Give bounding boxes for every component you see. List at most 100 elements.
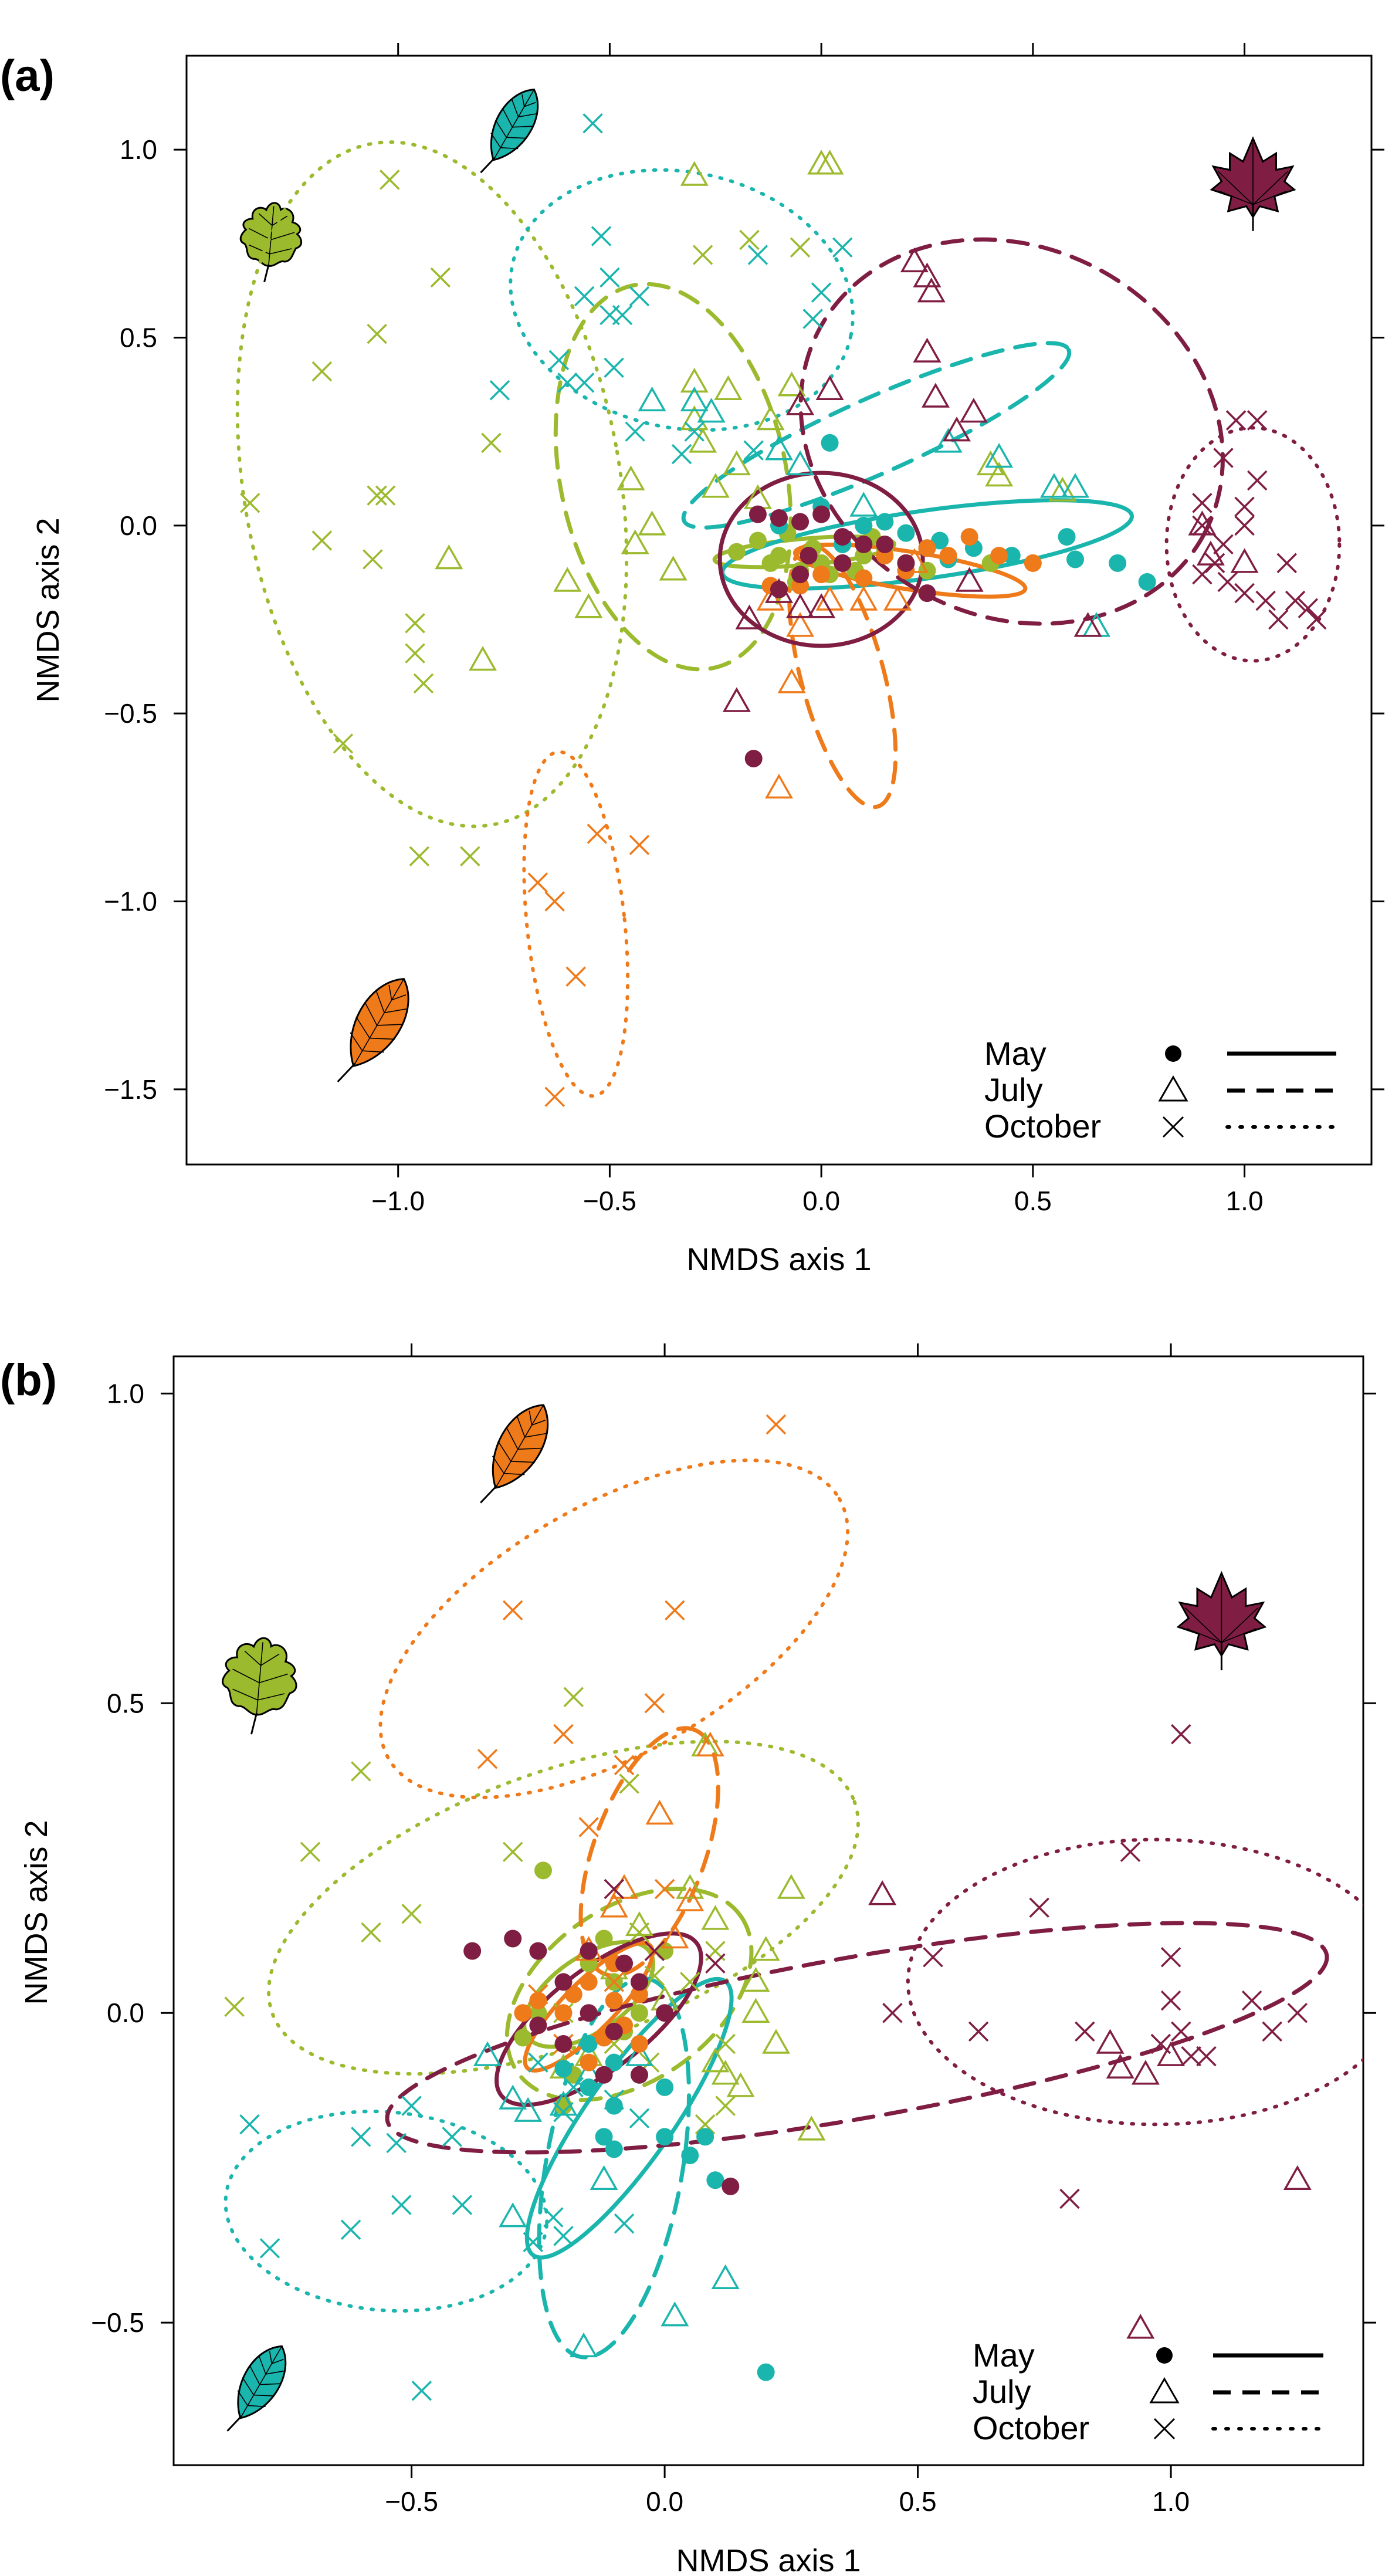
ellipse-beech_orange-dotted <box>522 750 630 1098</box>
panel-a-points <box>239 113 1327 1107</box>
x-tick-label: −0.5 <box>583 1186 636 1216</box>
point-maple-october <box>1298 598 1319 619</box>
point-oak-october <box>430 267 451 288</box>
point-beech_orange-july <box>756 585 785 611</box>
ellipse-beech_teal-dotted <box>223 2110 549 2313</box>
y-tick-label: −1.0 <box>104 886 157 917</box>
point-beech_orange-july <box>676 1886 705 1911</box>
point-maple-july <box>1283 2165 1312 2191</box>
point-beech_orange-october <box>502 1600 523 1621</box>
point-maple-may <box>722 2177 740 2195</box>
point-beech_teal-may <box>605 2053 623 2071</box>
point-maple-october <box>968 2021 989 2042</box>
point-beech_teal-october <box>401 2096 422 2116</box>
point-beech_orange-may <box>554 2004 573 2022</box>
maple-leaf-icon <box>1210 136 1296 231</box>
point-oak-october <box>351 1761 371 1782</box>
point-oak-july <box>680 161 709 186</box>
point-oak-october <box>401 1904 422 1924</box>
point-oak-july <box>574 593 603 618</box>
point-beech_teal-may <box>656 2128 674 2146</box>
point-maple-july <box>900 247 929 273</box>
point-oak-july <box>468 645 497 671</box>
point-beech_teal-may <box>656 2078 674 2096</box>
point-beech_orange-october <box>544 1086 565 1107</box>
point-beech_teal-july <box>680 386 709 412</box>
point-beech_teal-july <box>638 386 666 412</box>
point-beech_teal-october <box>574 286 595 307</box>
point-oak-october <box>790 237 811 258</box>
point-maple-may <box>876 535 894 553</box>
point-maple-may <box>800 547 818 565</box>
point-maple-october <box>705 1953 726 1974</box>
point-maple-may <box>918 584 936 602</box>
ellipse-oak-dotted <box>267 1739 860 2076</box>
x-tick-label: −1.0 <box>371 1186 425 1216</box>
point-beech_orange-july <box>777 668 806 693</box>
point-maple-may <box>897 554 915 572</box>
point-maple-july <box>917 277 946 303</box>
point-beech_teal-may <box>605 2097 623 2115</box>
point-beech_orange-october <box>665 1600 685 1621</box>
point-oak-may <box>529 2004 547 2022</box>
point-maple-october <box>1029 1897 1049 1918</box>
point-oak-july <box>797 2115 826 2141</box>
point-beech_teal-october <box>489 380 510 401</box>
point-beech_teal-october <box>625 421 645 442</box>
point-beech_teal-may <box>931 532 949 550</box>
point-beech_orange-may <box>630 2035 648 2053</box>
point-beech_orange-october <box>614 1755 635 1776</box>
point-beech_teal-october <box>684 421 705 442</box>
point-oak-july <box>1048 476 1077 502</box>
point-maple-july <box>1230 548 1259 573</box>
point-oak-july <box>553 567 582 592</box>
point-maple-october <box>1192 515 1213 536</box>
point-beech_teal-may <box>1058 528 1076 546</box>
legend-a-label-july: July <box>984 1071 1043 1108</box>
point-oak-october <box>224 1996 245 2017</box>
point-maple-october <box>1075 2021 1095 2042</box>
point-oak-october <box>502 1842 523 1862</box>
point-beech_teal-may <box>706 2171 724 2189</box>
x-tick-label: −0.5 <box>385 2486 438 2517</box>
point-maple-july <box>764 578 794 603</box>
point-beech_teal-october <box>802 309 823 329</box>
ellipse-maple-dotted <box>1164 426 1342 663</box>
point-maple-may <box>791 566 810 584</box>
point-beech_teal-july <box>764 435 794 461</box>
legend-a-marker-july <box>1158 1075 1188 1102</box>
point-beech_teal-october <box>386 2132 407 2154</box>
point-beech_orange-may <box>918 539 936 557</box>
point-oak-july <box>621 529 649 554</box>
point-beech_teal-july <box>697 398 726 423</box>
point-maple-october <box>1247 410 1268 431</box>
point-beech_teal-july <box>1061 473 1090 498</box>
point-beech_orange-october <box>587 823 608 844</box>
legend-b-label-october: October <box>973 2409 1089 2446</box>
point-beech_orange-october <box>553 1724 574 1745</box>
point-maple-july <box>913 337 941 363</box>
point-maple-may <box>744 750 763 768</box>
point-oak-july <box>638 510 666 536</box>
point-maple-july <box>1073 612 1102 637</box>
point-maple-october <box>923 1947 943 1968</box>
point-oak-october <box>367 485 387 506</box>
ellipse-oak-dashed <box>504 1887 754 2103</box>
point-beech_teal-october <box>747 245 768 265</box>
x-tick-label: 0.0 <box>802 1186 840 1216</box>
point-maple-october <box>604 1878 625 1900</box>
point-maple-july <box>942 417 971 442</box>
point-beech_teal-july <box>499 2202 527 2228</box>
x-tick-label: 0.0 <box>646 2486 683 2517</box>
point-beech_teal-october <box>391 2195 412 2215</box>
point-maple-may <box>630 2066 648 2084</box>
legend-a-marker-may <box>1165 1045 1181 1062</box>
point-maple-july <box>921 382 950 408</box>
point-beech_orange-october <box>578 1817 599 1837</box>
panel-a-frame <box>185 55 1373 1166</box>
point-maple-october <box>644 1941 665 1961</box>
point-beech_teal-july <box>786 450 815 476</box>
ellipse-beech_teal-dotted <box>509 168 855 432</box>
point-maple-may <box>595 2066 613 2084</box>
